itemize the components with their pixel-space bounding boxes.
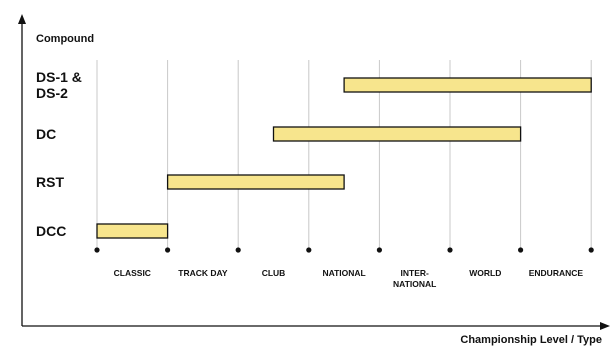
- range-bar: [96, 223, 169, 239]
- y-category-label: DCC: [36, 223, 66, 239]
- tick-dot: [447, 247, 453, 253]
- x-tick-label: INTER-NATIONAL: [393, 268, 436, 289]
- x-tick-label: NATIONAL: [322, 268, 365, 278]
- tick-dot: [518, 247, 524, 253]
- tick-dot: [588, 247, 594, 253]
- range-bar: [166, 174, 345, 190]
- range-bar: [343, 77, 592, 93]
- tick-dot: [376, 247, 382, 253]
- tick-dot: [94, 247, 100, 253]
- y-category-label: RST: [36, 174, 64, 190]
- y-axis-arrow: [18, 14, 26, 24]
- x-tick-label: CLUB: [262, 268, 286, 278]
- y-axis-title: Compound: [36, 33, 94, 45]
- tick-dot: [235, 247, 241, 253]
- x-tick-label: TRACK DAY: [178, 268, 228, 278]
- y-category-labels: DS-1 & DS-2 DC RST DCC: [36, 69, 82, 239]
- axes: [18, 14, 610, 330]
- range-bar: [272, 126, 522, 142]
- x-tick-label: ENDURANCE: [529, 268, 584, 278]
- tick-dot: [306, 247, 312, 253]
- range-bars: [96, 77, 592, 239]
- x-tick-label: CLASSIC: [114, 268, 151, 278]
- tick-dots: [94, 247, 594, 253]
- x-tick-label: WORLD: [469, 268, 501, 278]
- x-axis-title: Championship Level / Type: [460, 334, 602, 346]
- tick-dot: [165, 247, 171, 253]
- y-category-label: DC: [36, 126, 56, 142]
- x-tick-labels: CLASSIC TRACK DAY CLUB NATIONAL INTER-NATION…: [114, 268, 584, 289]
- x-axis-arrow: [600, 322, 610, 330]
- y-category-label: DS-1 & DS-2: [36, 69, 82, 101]
